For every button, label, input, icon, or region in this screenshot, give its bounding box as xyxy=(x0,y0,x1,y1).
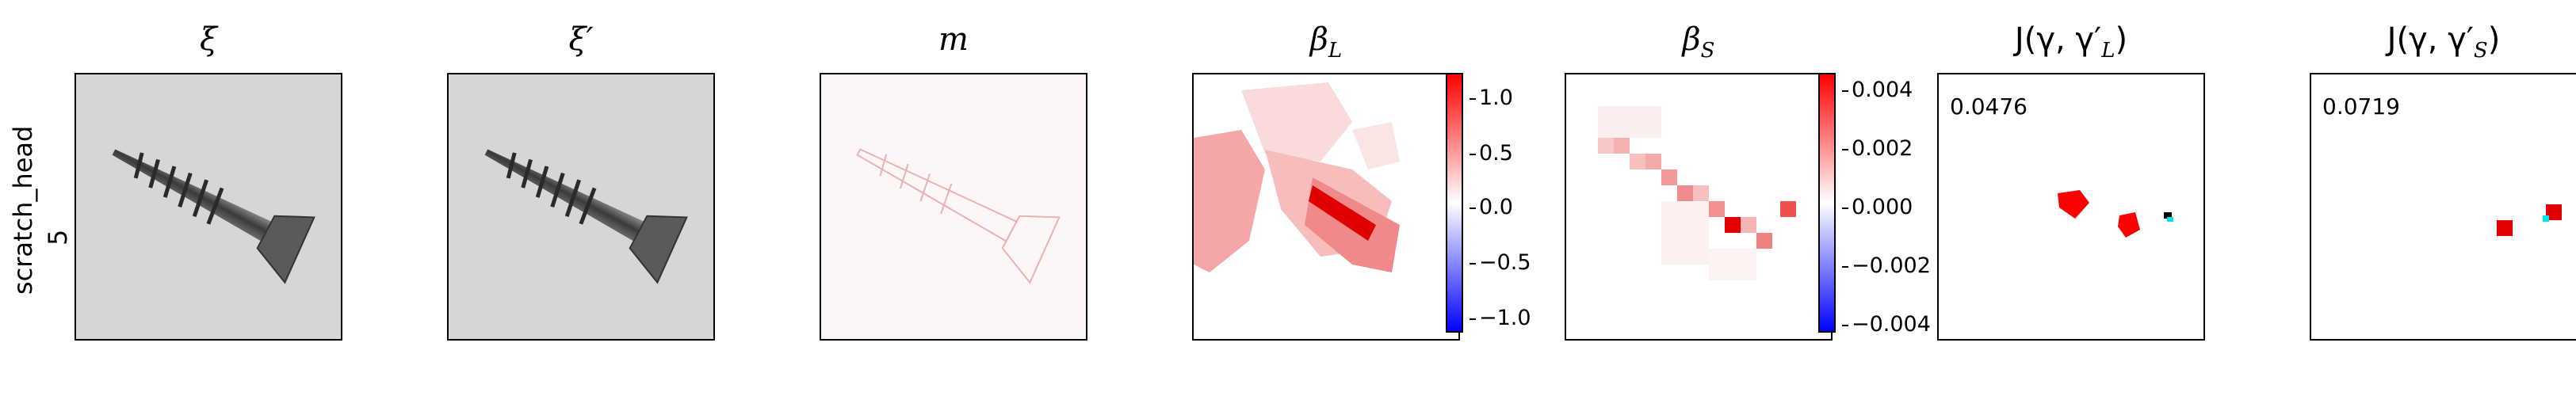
colorbar-s-tick: −0.004 xyxy=(1842,312,1931,337)
panel-title-beta-l: βL xyxy=(1309,21,1343,63)
image-panel-xi xyxy=(75,73,342,341)
panel-title-j-s: J(γ, γ′S) xyxy=(2387,21,2501,63)
screw-image-xi-prime xyxy=(484,149,688,284)
colorbar-beta-s xyxy=(1818,73,1836,333)
image-panel-j-l: 0.0476 xyxy=(1937,73,2205,341)
panel-title-xi: ξ xyxy=(199,21,218,58)
mask-image-m xyxy=(856,148,1061,284)
panel-title-beta-s: βS xyxy=(1682,21,1715,63)
panel-title-m: m xyxy=(938,21,969,58)
panel-title-j-l: J(γ, γ′L) xyxy=(2014,21,2128,63)
image-panel-beta-l xyxy=(1192,73,1460,341)
image-panel-xi-prime xyxy=(447,73,715,341)
colorbar-s-tick: 0.002 xyxy=(1841,136,1913,161)
image-panel-beta-s xyxy=(1565,73,1833,341)
jaccard-score-s: 0.0719 xyxy=(2322,93,2400,120)
jaccard-score-l: 0.0476 xyxy=(1950,93,2028,120)
colorbar-s-tick: 0.004 xyxy=(1841,78,1913,102)
colorbar-beta-l xyxy=(1446,73,1463,333)
colorbar-l-tick: 0.0 xyxy=(1470,195,1513,219)
colorbar-s-tick: 0.000 xyxy=(1841,195,1913,219)
colorbar-s-tick: −0.002 xyxy=(1842,253,1931,278)
beta-l-heatmap xyxy=(1194,82,1400,272)
colorbar-l-tick: −0.5 xyxy=(1470,250,1531,275)
row-label: scratch_head 5 xyxy=(0,111,79,301)
image-panel-m xyxy=(820,73,1087,341)
beta-s-heatmap xyxy=(1598,106,1796,280)
colorbar-l-tick: 0.5 xyxy=(1470,141,1513,166)
colorbar-l-tick: −1.0 xyxy=(1470,306,1531,330)
colorbar-l-tick: 1.0 xyxy=(1470,86,1513,110)
row-label-index: 5 xyxy=(43,229,73,246)
row-label-category: scratch_head xyxy=(8,125,38,295)
panel-title-xi-prime: ξ′ xyxy=(568,21,594,58)
image-panel-j-s: 0.0719 xyxy=(2310,73,2576,341)
overlap-map-l xyxy=(2058,190,2173,238)
screw-image-xi xyxy=(112,149,315,284)
overlap-map-s xyxy=(2497,204,2562,236)
